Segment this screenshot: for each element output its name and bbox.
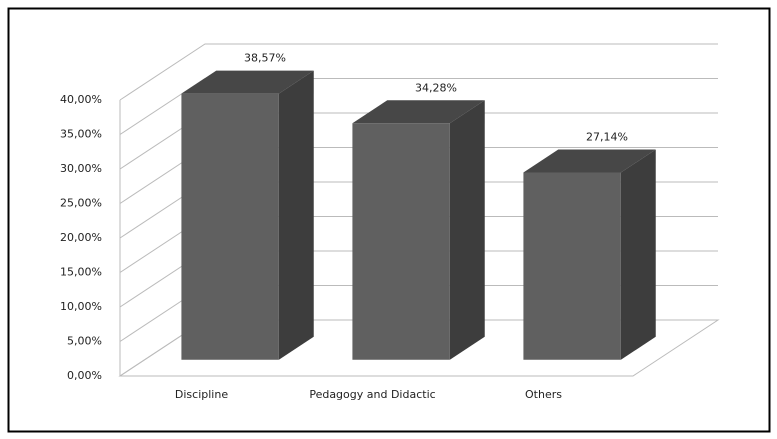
grid-line	[119, 43, 718, 101]
y-tick-label: 30,00%	[60, 162, 102, 175]
y-tick-label: 25,00%	[60, 197, 102, 210]
y-tick-label: 40,00%	[60, 93, 102, 106]
y-tick-label: 20,00%	[60, 231, 102, 244]
y-tick-label: 0,00%	[67, 369, 102, 382]
value-label: 38,57%	[244, 52, 286, 65]
x-tick-label: Pedagogy and Didactic	[309, 388, 435, 401]
x-tick-label: Discipline	[175, 388, 228, 401]
y-tick-label: 15,00%	[60, 266, 102, 279]
y-tick-label: 35,00%	[60, 128, 102, 141]
bar-side	[278, 70, 314, 360]
x-tick-label: Others	[525, 388, 562, 401]
y-tick-label: 10,00%	[60, 300, 102, 313]
bar-side	[620, 149, 656, 360]
value-label: 27,14%	[586, 131, 628, 144]
bar	[352, 123, 450, 360]
bar-top	[181, 70, 314, 94]
bar	[181, 93, 279, 360]
bar-side	[449, 100, 485, 360]
value-label: 34,28%	[415, 81, 457, 94]
bar	[523, 172, 621, 360]
y-tick-label: 5,00%	[67, 335, 102, 348]
bar-top	[352, 100, 485, 124]
bar-top	[523, 149, 656, 173]
